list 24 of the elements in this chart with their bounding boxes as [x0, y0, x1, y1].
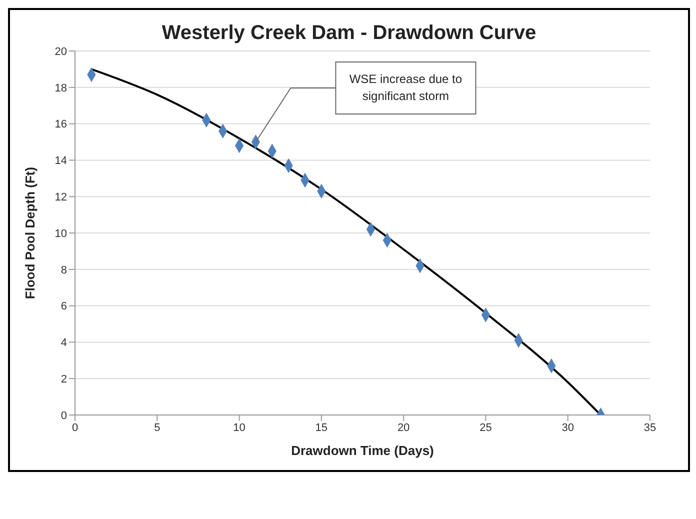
- y-tick-label: 18: [54, 82, 67, 94]
- y-tick-label: 2: [60, 374, 67, 386]
- x-tick-label: 15: [315, 422, 328, 434]
- x-axis-title: Drawdown Time (Days): [291, 443, 434, 458]
- x-tick-label: 5: [154, 422, 160, 434]
- callout: WSE increase due to significant storm: [255, 62, 476, 142]
- y-tick-label: 10: [54, 228, 67, 240]
- y-tick-label: 20: [54, 46, 67, 58]
- x-tick-label: 25: [480, 422, 492, 434]
- y-tick-label: 6: [60, 300, 67, 313]
- x-tick-label: 30: [562, 422, 574, 434]
- annotation: WSE increase due to significant storm: [349, 72, 462, 103]
- y-tick-label: 0: [60, 410, 67, 422]
- chart-title: Westerly Creek Dam - Drawdown Curve: [160, 22, 538, 45]
- x-tick-label: 10: [233, 422, 246, 434]
- x-tick-label: 35: [644, 422, 656, 434]
- x-tick-label: 20: [397, 422, 410, 434]
- y-tick-label: 12: [54, 192, 67, 204]
- y-tick-label: 8: [60, 264, 67, 276]
- y-tick-label: 14: [54, 155, 67, 168]
- y-tick-label: 16: [54, 118, 67, 131]
- y-tick-label: 4: [60, 337, 67, 350]
- y-axis-title: Flood Pool Depth (Ft): [22, 166, 38, 300]
- x-tick-label: 0: [72, 422, 78, 434]
